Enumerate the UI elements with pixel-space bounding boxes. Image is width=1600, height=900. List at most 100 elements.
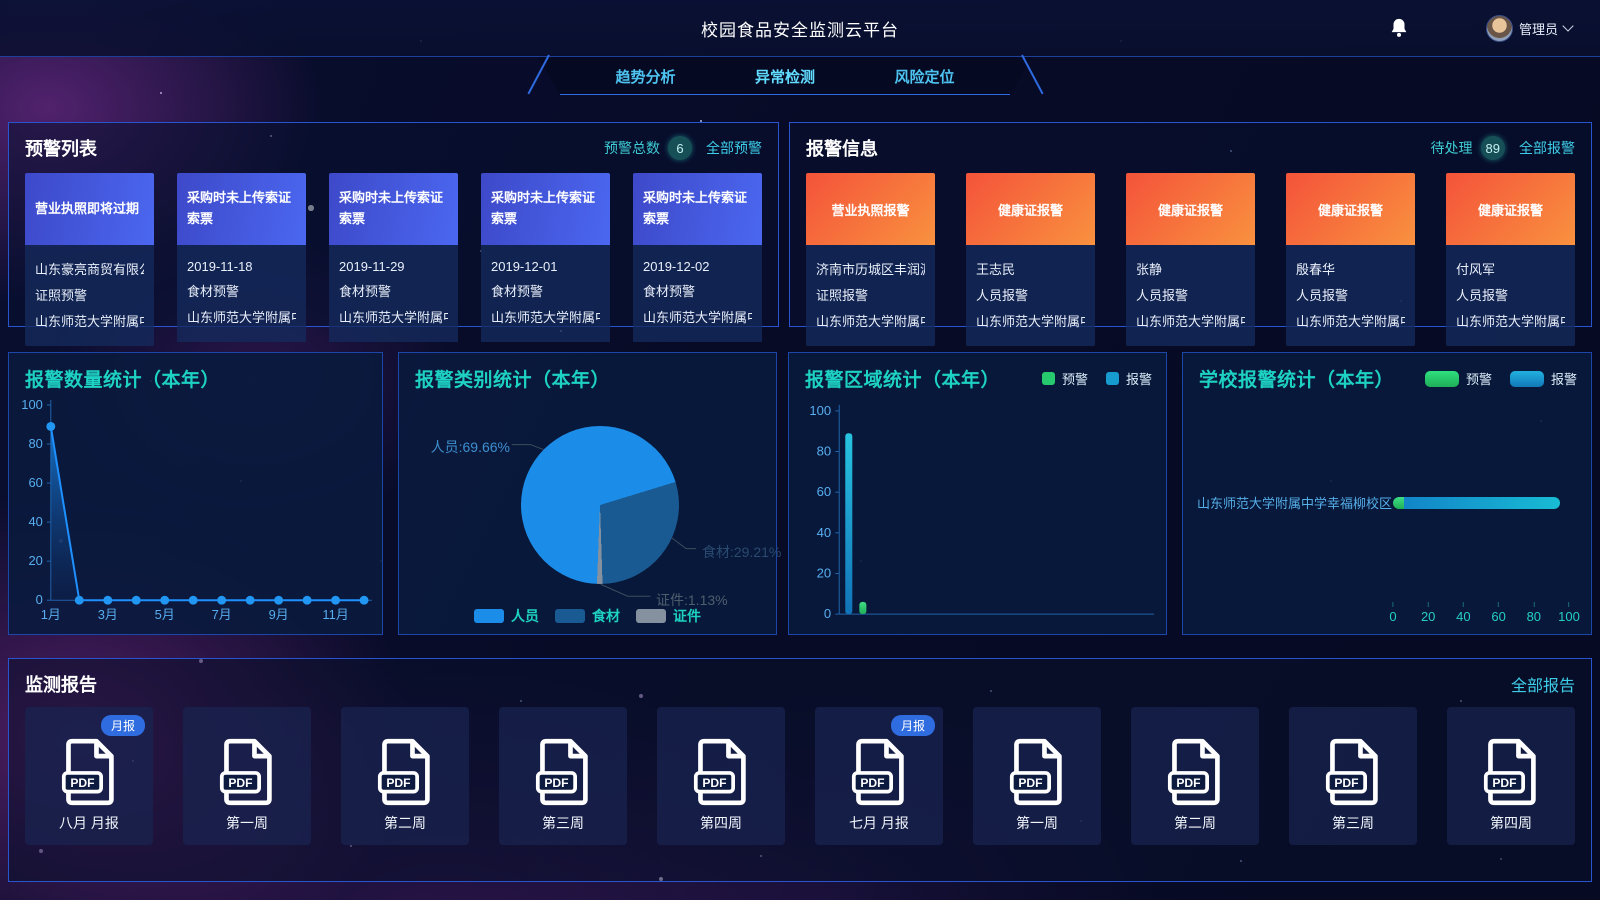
tab-1[interactable]: 异常检测 [753,60,817,93]
alarm-card[interactable]: 健康证报警 张静 人员报警 山东师范大学附属中... [1126,173,1255,346]
pie-label-ingredient: 食材:29.21% [702,544,782,560]
hbar-axis-tick: 20 [1421,602,1435,624]
alarm-card-line3: 山东师范大学附属中... [1136,314,1245,329]
warning-card-title: 采购时未上传索证索票 [633,173,762,245]
warning-card-title: 营业执照即将过期 [25,173,154,245]
svg-text:PDF: PDF [1492,776,1516,790]
warning-card[interactable]: 采购时未上传索证索票 2019-12-01 食材预警 山东师范大学附属中... [481,173,610,346]
hbar-axis-tick: 100 [1558,602,1580,624]
region-legend-item[interactable]: 预警 [1041,369,1088,388]
alarm-card[interactable]: 健康证报警 付风军 人员报警 山东师范大学附属中... [1446,173,1575,346]
alarm-card[interactable]: 营业执照报警 济南市历城区丰润源... 证照报警 山东师范大学附属中... [806,173,935,346]
warning-card-line1: 2019-12-01 [491,259,558,274]
alarm-category-pie [521,426,679,584]
warning-card-line1: 2019-11-29 [339,259,405,274]
svg-text:3月: 3月 [98,607,118,622]
alarm-card-line3: 山东师范大学附属中... [976,314,1085,329]
report-label: 第二周 [1174,815,1216,831]
alarm-card[interactable]: 健康证报警 王志民 人员报警 山东师范大学附属中... [966,173,1095,346]
report-card[interactable]: PDF 第三周 [499,707,627,845]
reports-panel: 监测报告 全部报告 月报 PDF 八月 月报 PDF 第一周 PDF 第二周 P… [8,658,1592,882]
report-label: 第二周 [384,815,426,831]
region-legend-label: 报警 [1125,372,1152,387]
warning-card-title: 采购时未上传索证索票 [177,173,306,245]
svg-text:PDF: PDF [386,776,410,790]
alarm-region-bar-chart: 0 20 40 60 80 100 [809,403,1154,621]
tab-2[interactable]: 风险定位 [894,68,955,86]
svg-text:60: 60 [28,475,42,490]
warning-card-title: 采购时未上传索证索票 [329,173,458,245]
report-card[interactable]: PDF 第二周 [1131,707,1259,845]
all-alarms-link[interactable]: 全部报警 [1519,140,1575,156]
pie-label-certificate: 证件:1.13% [656,592,728,608]
alarm-cards: 营业执照报警 济南市历城区丰润源... 证照报警 山东师范大学附属中... 健康… [806,173,1575,346]
report-badge: 月报 [100,715,145,736]
tab-0[interactable]: 趋势分析 [615,68,676,86]
alarm-count-line-chart: 0 20 40 60 80 100 1月 3月 5月 7月 9月 11月 [21,397,373,622]
alarm-panel-title: 报警信息 [806,139,878,159]
svg-text:PDF: PDF [228,776,252,790]
warning-card-line1: 2019-11-18 [187,259,253,274]
svg-text:PDF: PDF [1176,776,1200,790]
pie-legend-item[interactable]: 证件 [636,606,701,626]
warning-card[interactable]: 采购时未上传索证索票 2019-11-29 食材预警 山东师范大学附属中... [329,173,458,346]
alarm-card-title: 健康证报警 [966,173,1095,245]
pie-legend: 人员 食材 证件 [407,606,768,626]
warning-card-line3: 山东师范大学附属中... [187,310,296,325]
school-legend-item[interactable]: 报警 [1509,369,1577,388]
report-card[interactable]: PDF 第一周 [973,707,1101,845]
report-card[interactable]: PDF 第二周 [341,707,469,845]
pie-legend-item[interactable]: 食材 [555,606,620,626]
svg-text:60: 60 [817,484,832,499]
alarm-info-panel: 报警信息 待处理 89 全部报警 营业执照报警 济南市历城区丰润源... 证照报… [789,122,1592,346]
warning-card-line1: 2019-12-02 [643,259,710,274]
warning-panel-title: 预警列表 [25,139,97,159]
warning-card-line2: 证照预警 [35,288,88,303]
svg-text:PDF: PDF [1334,776,1358,790]
user-menu[interactable]: 管理员 [1485,14,1574,42]
svg-text:0: 0 [824,606,831,621]
warning-card[interactable]: 采购时未上传索证索票 2019-11-18 食材预警 山东师范大学附属中... [177,173,306,346]
report-card[interactable]: PDF 第四周 [1447,707,1575,845]
svg-text:20: 20 [817,566,832,581]
pie-legend-swatch [636,609,666,623]
report-label: 第一周 [1016,815,1058,831]
alarm-card-title: 健康证报警 [1286,173,1415,245]
report-card[interactable]: 月报 PDF 七月 月报 [815,707,943,845]
pie-legend-item[interactable]: 人员 [474,606,539,626]
hbar-warning-segment [1393,496,1404,509]
report-card[interactable]: PDF 第三周 [1289,707,1417,845]
tabbar-left-slant [527,54,550,95]
alarm-category-chart-title: 报警类别统计（本年） [415,370,611,391]
pdf-file-icon: PDF [1325,738,1378,806]
school-alarm-chart-panel: 学校报警统计（本年） 预警 报警 山东师范大学附属中学幸福柳校区 0 20 40 60… [1182,352,1592,635]
report-card[interactable]: PDF 第一周 [183,707,311,845]
report-label: 第四周 [1490,815,1532,831]
tabbar-right-slant [1021,54,1044,95]
report-label: 第三周 [1332,815,1374,831]
region-legend-item[interactable]: 报警 [1105,369,1152,388]
warning-card[interactable]: 营业执照即将过期 山东豪亮商贸有限公司 证照预警 山东师范大学附属中... [25,173,154,346]
all-reports-link[interactable]: 全部报告 [1510,678,1575,695]
alarm-card[interactable]: 健康证报警 殷春华 人员报警 山东师范大学附属中... [1286,173,1415,346]
svg-text:80: 80 [817,444,832,459]
report-card[interactable]: 月报 PDF 八月 月报 [25,707,153,845]
all-warnings-link[interactable]: 全部预警 [706,140,762,156]
pie-legend-swatch [474,609,504,623]
notification-bell-icon[interactable] [1388,17,1410,39]
alarm-pending-label: 待处理 [1430,140,1473,156]
svg-text:20: 20 [28,553,42,568]
svg-text:7月: 7月 [212,607,232,622]
school-legend-label: 预警 [1465,372,1492,387]
warning-card[interactable]: 采购时未上传索证索票 2019-12-02 食材预警 山东师范大学附属中... [633,173,762,346]
warning-card-title: 采购时未上传索证索票 [481,173,610,245]
school-legend-item[interactable]: 预警 [1424,369,1492,388]
alarm-card-title: 健康证报警 [1126,173,1255,245]
pdf-file-icon: PDF [851,738,904,806]
report-label: 八月 月报 [59,815,119,831]
report-card[interactable]: PDF 第四周 [657,707,785,845]
main-tabs: 趋势分析 异常检测 风险定位 [538,57,1032,95]
school-stacked-bar [1393,496,1569,509]
school-chart-legend: 预警 报警 [1424,369,1577,388]
pdf-file-icon: PDF [377,738,430,806]
